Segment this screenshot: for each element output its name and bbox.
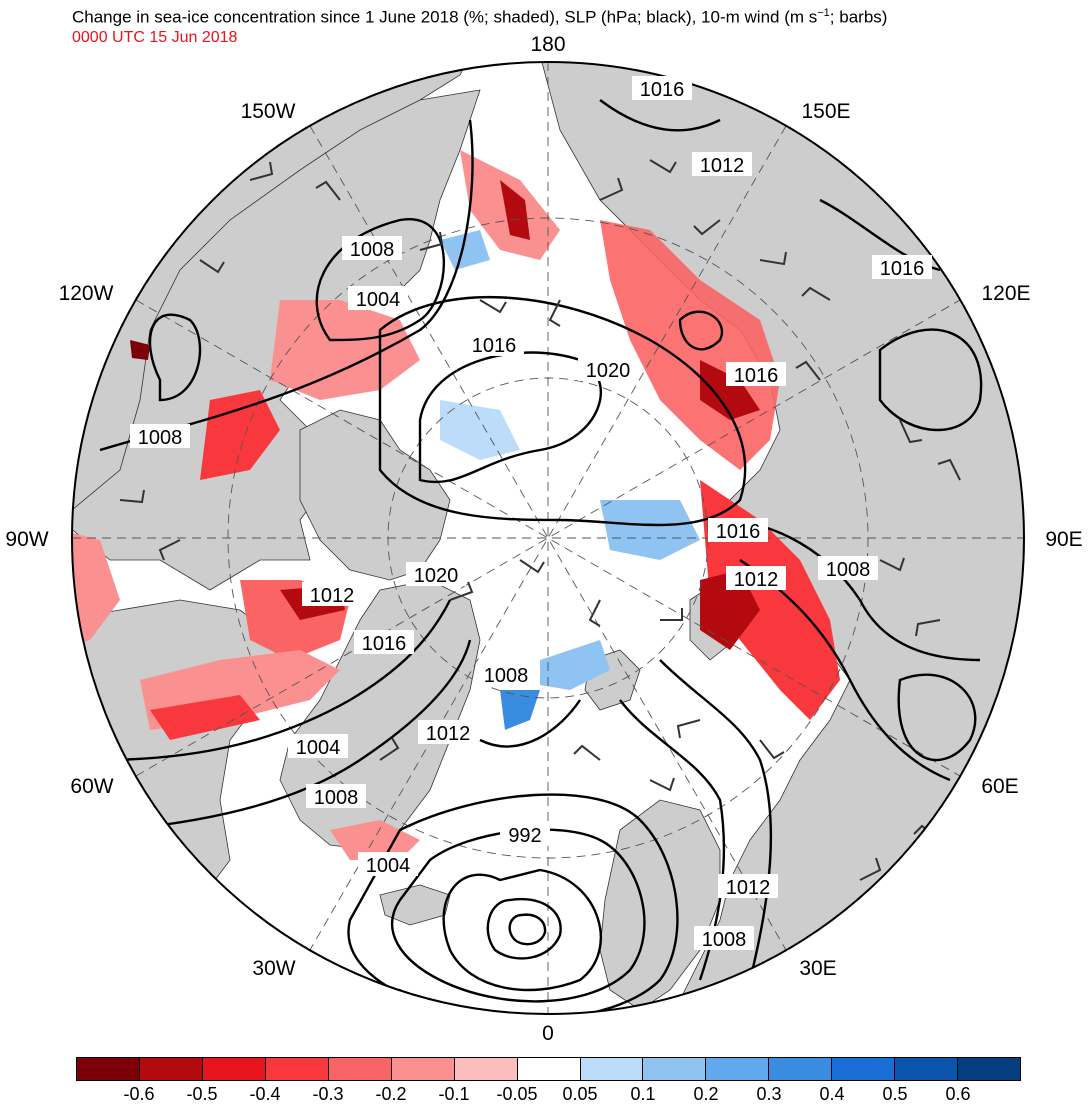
map-content [72,62,1024,1014]
slp-label: 1012 [726,877,771,899]
lon-label-120e: 120E [981,282,1030,305]
slp-label: 1008 [138,427,183,449]
slp-label: 1012 [734,569,779,591]
colorbar-tick-label: -0.4 [249,1084,281,1104]
slp-label: 1016 [640,79,685,101]
slp-label: 992 [508,825,541,847]
lon-label-150w: 150W [241,100,296,123]
sea-ice-colorbar [76,1057,1021,1081]
slp-label: 1016 [362,633,407,655]
colorbar-tick-label: -0.1 [438,1084,470,1104]
slp-label: 1008 [484,665,529,687]
slp-label: 1008 [702,929,747,951]
slp-label: 1012 [310,585,355,607]
slp-label: 1012 [700,155,745,177]
colorbar-swatch [265,1058,329,1080]
colorbar-swatch [895,1058,959,1080]
lon-label-30w: 30W [252,957,295,980]
slp-label: 1016 [734,365,779,387]
lon-label-90w: 90W [5,528,48,551]
wind-barbs [119,159,961,1003]
colorbar-swatch [139,1058,203,1080]
colorbar-swatch [958,1058,1021,1080]
lon-label-0: 0 [542,1022,554,1045]
colorbar-swatch [328,1058,392,1080]
colorbar-swatch [580,1058,644,1080]
colorbar-tick-label: 0.4 [819,1084,845,1104]
colorbar-tick-label: 0.5 [882,1084,908,1104]
colorbar-swatch [769,1058,833,1080]
colorbar-tick-label: 0.3 [756,1084,782,1104]
land-iceland [379,884,451,926]
colorbar-tick-label: -0.6 [123,1084,155,1104]
slp-label: 1008 [826,559,871,581]
lon-label-60w: 60W [70,775,113,798]
slp-label: 1004 [356,289,401,311]
slp-label: 1012 [426,723,471,745]
colorbar-swatch [706,1058,770,1080]
slp-label: 1008 [350,239,395,261]
lon-label-30e: 30E [799,957,836,980]
lon-label-180: 180 [530,33,565,56]
colorbar-swatch [517,1058,581,1080]
map-border [71,61,1025,1015]
slp-label: 1016 [880,258,925,280]
lon-label-60e: 60E [981,775,1018,798]
lon-label-90e: 90E [1045,528,1082,551]
colorbar-tick-label: -0.2 [375,1084,407,1104]
colorbar-tick-label: 0.05 [562,1084,598,1104]
colorbar-swatch [202,1058,266,1080]
lon-label-150e: 150E [801,100,850,123]
colorbar-swatch [77,1058,140,1080]
slp-label: 1004 [296,737,341,759]
figure-title: Change in sea-ice concentration since 1 … [72,7,888,27]
slp-label: 1004 [366,855,411,877]
slp-label-layer: 1016 1012 1016 1008 1004 1016 1020 1016 … [130,76,932,951]
colorbar-tick-label: -0.3 [312,1084,344,1104]
colorbar-tick-label: 0.6 [945,1084,971,1104]
slp-label: 1020 [586,360,631,382]
slp-label: 1016 [472,335,517,357]
colorbar-swatch [643,1058,707,1080]
colorbar-tick-label: -0.5 [186,1084,218,1104]
slp-label: 1016 [716,521,761,543]
lon-label-120w: 120W [59,282,114,305]
colorbar-labels: -0.6 -0.5 -0.4 -0.3 -0.2 -0.1 -0.05 0.05 0.1 0.2 0… [0,1084,1088,1106]
colorbar-tick-label: -0.05 [496,1084,538,1104]
colorbar-tick-label: 0.2 [693,1084,719,1104]
colorbar-swatch [454,1058,518,1080]
slp-label: 1008 [314,787,359,809]
valid-time-label: 0000 UTC 15 Jun 2018 [72,29,238,46]
colorbar-swatch [391,1058,455,1080]
longitude-labels: 180 150W 150E 120W 120E 90W 90E 60W 60E … [5,33,1082,1045]
colorbar-tick-label: 0.1 [630,1084,656,1104]
colorbar-swatch [832,1058,896,1080]
slp-label: 1020 [414,565,459,587]
